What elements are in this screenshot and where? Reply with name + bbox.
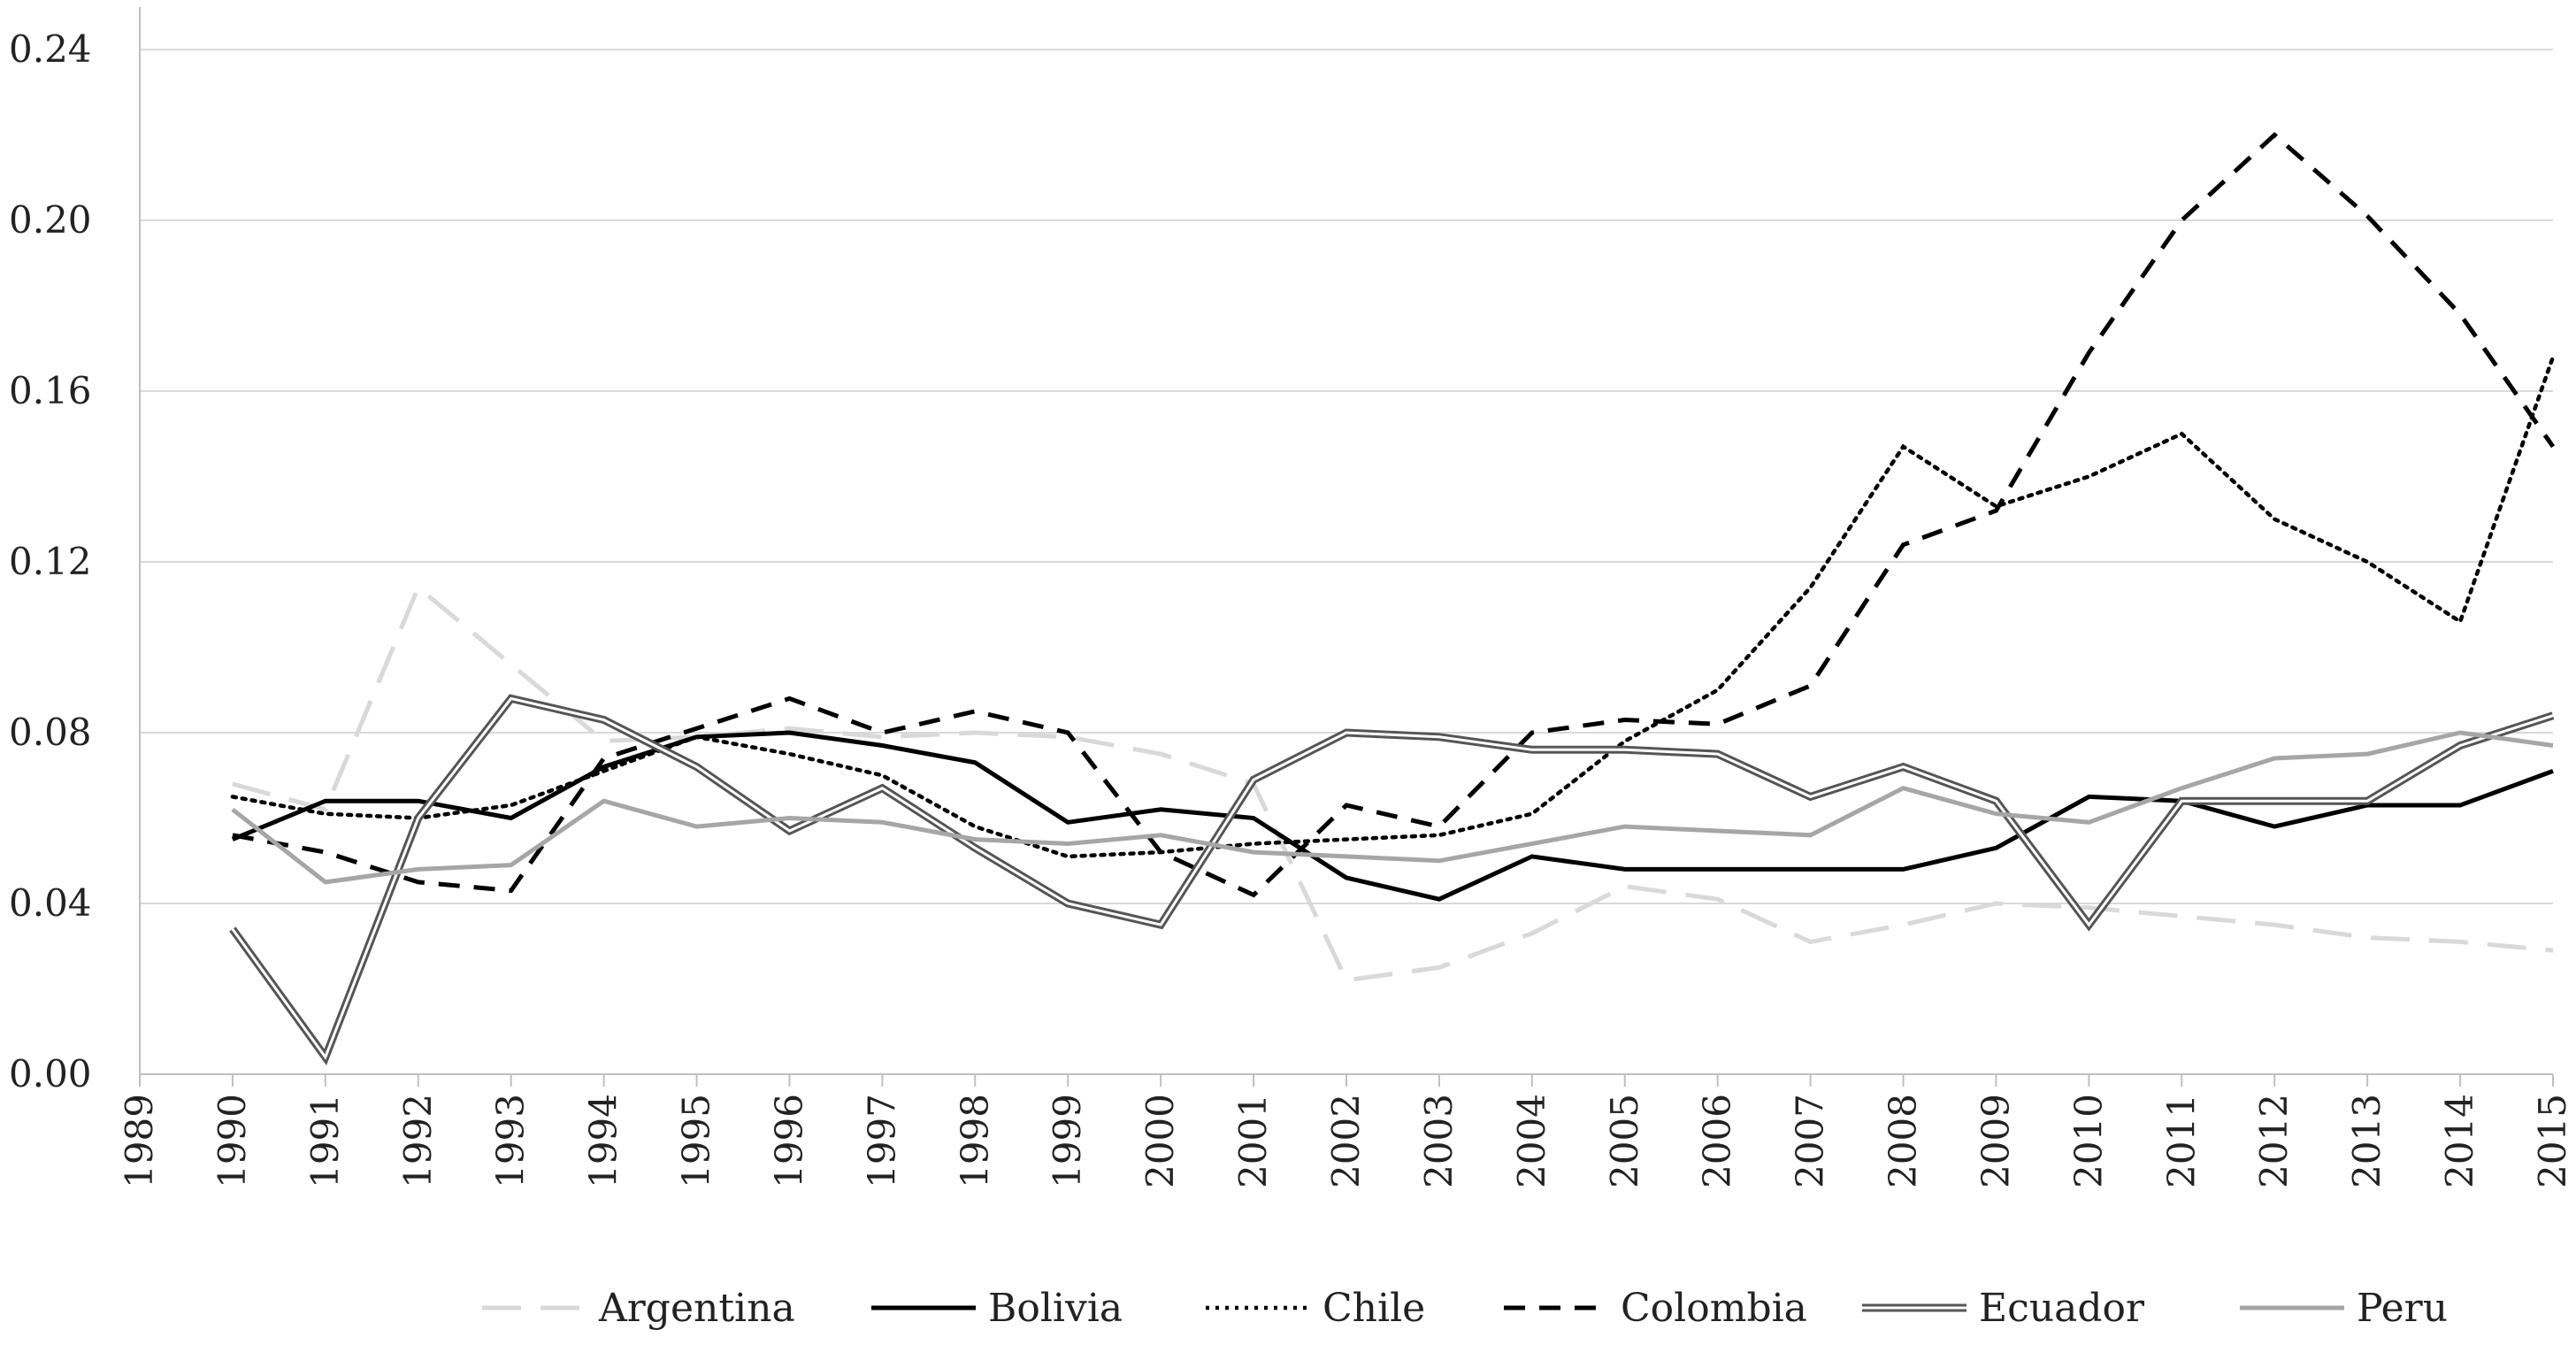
y-tick-label: 0.24: [9, 27, 92, 71]
x-tick-label: 2010: [2066, 1094, 2110, 1188]
legend-item-argentina: Argentina: [482, 1286, 795, 1331]
legend-item-ecuador: Ecuador: [1862, 1286, 2145, 1331]
legend-item-peru: Peru: [2240, 1286, 2448, 1331]
series-argentina: [232, 583, 2554, 983]
legend-label: Argentina: [598, 1286, 795, 1331]
y-tick-label: 0.12: [9, 540, 92, 583]
y-tick-label: 0.16: [9, 369, 92, 412]
series-colombia: [232, 132, 2556, 898]
x-tick-label: 1996: [767, 1094, 810, 1188]
y-tick-label: 0.04: [9, 881, 92, 925]
x-tick-label: 1993: [489, 1094, 533, 1188]
y-tick-label: 0.08: [9, 711, 92, 754]
y-tick-label: 0.00: [9, 1052, 92, 1095]
x-tick-label: 1999: [1046, 1094, 1089, 1188]
legend-label: Ecuador: [1979, 1286, 2145, 1331]
legend: Argentina Bolivia Chile Colombia Ecuador Peru: [482, 1286, 2448, 1331]
x-tick-label: 1994: [582, 1094, 625, 1188]
legend-item-bolivia: Bolivia: [871, 1286, 1123, 1331]
series-lines: [229, 132, 2556, 1066]
series-line-peru: [231, 730, 2554, 885]
legend-label: Colombia: [1621, 1286, 1807, 1331]
gridlines: [140, 49, 2553, 904]
x-tick-label: 1989: [118, 1094, 161, 1188]
series-chile: [230, 355, 2556, 859]
x-tick-label: 2014: [2438, 1094, 2481, 1188]
x-tick-label: 2008: [1882, 1094, 1925, 1188]
series-line-ecuador: [229, 694, 2555, 1066]
series-line-chile: [230, 355, 2556, 859]
legend-label: Peru: [2357, 1286, 2448, 1331]
x-tick-label: 2000: [1138, 1094, 1182, 1188]
x-tick-label: 1992: [396, 1094, 440, 1188]
series-line-inner-ecuador: [231, 696, 2554, 1060]
x-tick-label: 2007: [1789, 1094, 1832, 1188]
axes: 0.00 0.04 0.08 0.12 0.16 0.20 0.24 1989 1990 1991…: [9, 7, 2574, 1188]
x-tick-label: 2003: [1417, 1094, 1460, 1188]
y-tick-label: 0.20: [9, 198, 92, 242]
series-line-argentina: [232, 583, 2554, 983]
x-tick-label: 2001: [1231, 1094, 1275, 1188]
legend-item-colombia: Colombia: [1504, 1286, 1807, 1331]
x-tick-label: 2011: [2159, 1094, 2203, 1188]
legend-item-chile: Chile: [1206, 1286, 1425, 1331]
x-tick-label: 2009: [1974, 1094, 2017, 1188]
x-tick-label: 2012: [2252, 1094, 2296, 1188]
x-tick-label: 2013: [2345, 1094, 2388, 1188]
x-tick-label: 2006: [1696, 1094, 1739, 1188]
x-tick-label: 2004: [1510, 1094, 1553, 1188]
x-tick-label: 1990: [211, 1094, 254, 1188]
x-tick-label: 1995: [675, 1094, 718, 1188]
x-tick-label: 1997: [860, 1094, 903, 1188]
x-tick-label: 2002: [1324, 1094, 1368, 1188]
series-line-colombia: [232, 132, 2556, 898]
legend-label: Bolivia: [988, 1286, 1123, 1331]
legend-label: Chile: [1322, 1286, 1425, 1331]
series-peru: [231, 730, 2554, 885]
series-line-bolivia: [231, 730, 2554, 902]
x-tick-label: 2005: [1603, 1094, 1646, 1188]
x-tick-label: 2015: [2531, 1094, 2574, 1188]
x-tick-label: 1991: [303, 1094, 347, 1188]
x-tick-label: 1998: [953, 1094, 996, 1188]
series-ecuador: [229, 694, 2555, 1066]
